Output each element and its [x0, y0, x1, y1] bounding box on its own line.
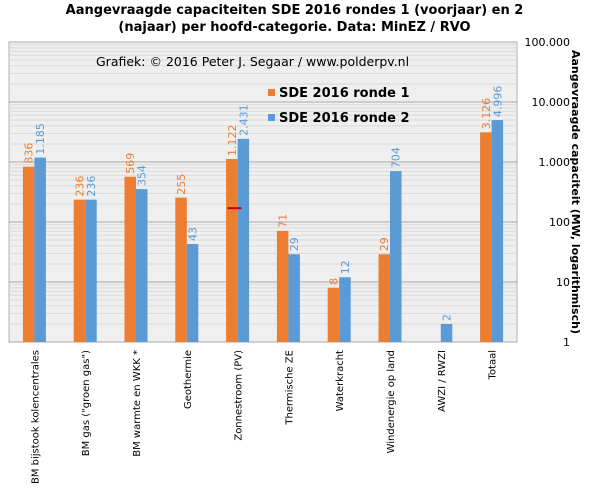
- data-label: 255: [175, 174, 188, 195]
- category-label: AWZI / RWZI: [437, 350, 448, 412]
- data-label: 704: [390, 147, 403, 168]
- data-label: 43: [187, 227, 200, 241]
- data-label: 1.185: [34, 123, 47, 155]
- chart-title-line-1: Aangevraagde capaciteiten SDE 2016 ronde…: [65, 3, 524, 18]
- data-label: 8: [327, 278, 340, 285]
- data-label: 29: [288, 237, 301, 251]
- data-label: 569: [124, 153, 137, 174]
- category-label: Windenergie op land: [386, 350, 397, 453]
- bar: [288, 254, 300, 342]
- y-axis-ticks: 1 10 100 1.000 10.000 100.000: [525, 36, 571, 349]
- data-label: 12: [339, 260, 352, 274]
- bar: [440, 323, 453, 342]
- bar: [491, 120, 504, 342]
- legend-label-ronde-2: SDE 2016 ronde 2: [279, 111, 410, 126]
- bar: [175, 197, 187, 342]
- category-label: Thermische ZE: [284, 350, 295, 426]
- y-tick-label: 100: [549, 216, 570, 229]
- category-label: BM gas ("groen gas"): [81, 350, 92, 456]
- data-labels: 836 236 569 255 1.122 71 8 29 3.126 1.185 236 354 43…: [23, 86, 505, 321]
- legend-label-ronde-1: SDE 2016 ronde 1: [279, 86, 410, 101]
- bar: [237, 138, 250, 342]
- category-label: Totaal: [488, 350, 499, 380]
- legend-swatch-ronde-1: [268, 89, 275, 96]
- chart-title: Aangevraagde capaciteiten SDE 2016 ronde…: [0, 2, 589, 36]
- bar: [339, 277, 351, 342]
- y-tick-label: 1: [563, 336, 570, 349]
- category-label: BM bijstook kolencentrales: [30, 350, 41, 484]
- category-label: Zonnestroom (PV): [234, 350, 245, 441]
- bar: [186, 243, 199, 342]
- bar: [34, 157, 46, 342]
- data-label: 2: [441, 314, 454, 321]
- data-label: 1.122: [226, 125, 239, 157]
- data-label: 4.996: [491, 86, 504, 117]
- bar: [73, 199, 86, 342]
- bar: [85, 199, 97, 342]
- bar: [124, 176, 136, 342]
- chart-title-line-2: (najaar) per hoofd-categorie. Data: MinE…: [118, 20, 471, 35]
- bars: [22, 120, 504, 342]
- legend-swatch-ronde-2: [268, 114, 275, 121]
- bar: [390, 171, 402, 342]
- data-label: 2.431: [237, 104, 250, 136]
- y-tick-label: 10: [556, 276, 570, 289]
- y-axis-label: Aangevraagde capaciteit (MW, logarithmis…: [569, 50, 582, 334]
- data-label: 836: [23, 143, 36, 164]
- legend: SDE 2016 ronde 1 SDE 2016 ronde 2: [268, 86, 410, 126]
- data-label: 236: [73, 176, 86, 197]
- category-label: BM warmte en WKK *: [132, 350, 143, 457]
- data-label: 354: [136, 165, 149, 186]
- bar: [276, 230, 289, 342]
- category-label: Waterkracht: [335, 350, 346, 411]
- data-label: 29: [378, 237, 391, 251]
- y-tick-label: 1.000: [539, 156, 571, 169]
- y-tick-label: 100.000: [525, 36, 571, 49]
- data-label: 71: [277, 214, 290, 228]
- credit-text: Grafiek: © 2016 Peter J. Segaar / www.po…: [96, 54, 409, 69]
- y-tick-label: 10.000: [532, 96, 571, 109]
- bar: [22, 166, 35, 342]
- bar: [327, 287, 340, 342]
- bar: [226, 159, 238, 342]
- bar: [378, 254, 390, 342]
- data-label: 236: [85, 176, 98, 197]
- category-label: Geothermie: [183, 350, 194, 409]
- bar: [480, 132, 492, 342]
- x-axis-categories: BM bijstook kolencentrales BM gas ("groen…: [30, 350, 498, 484]
- data-label: 3.126: [480, 98, 493, 129]
- bar: [136, 189, 148, 342]
